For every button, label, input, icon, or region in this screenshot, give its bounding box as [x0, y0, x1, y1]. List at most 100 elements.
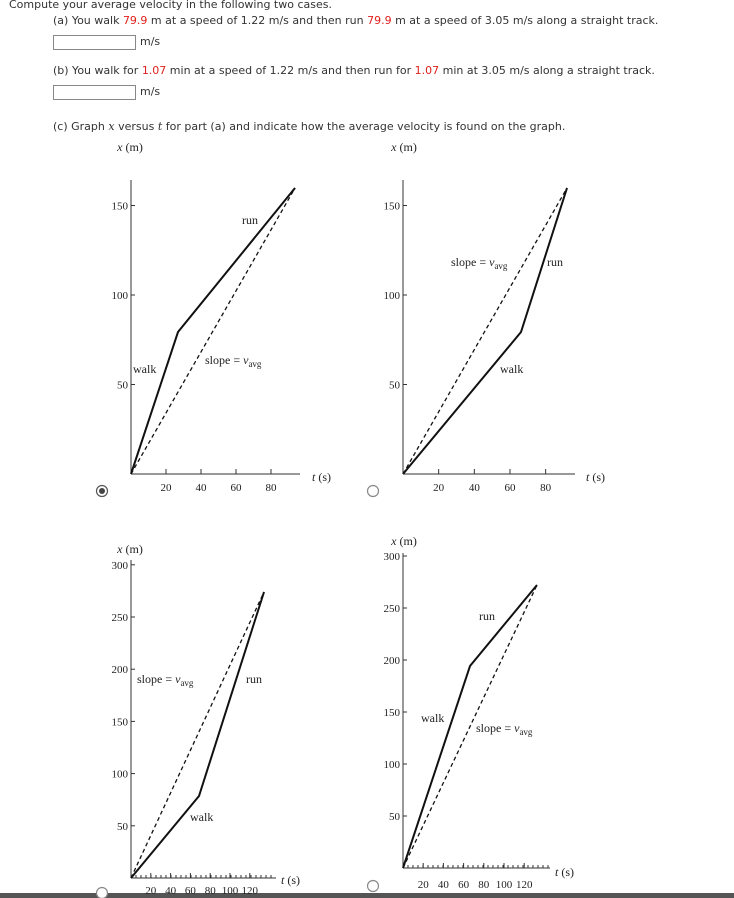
y-tick-label: 50 [117, 821, 129, 833]
slope-text: slope = [137, 672, 175, 686]
walk-label: walk [500, 362, 523, 376]
x-tick-label: 100 [222, 885, 239, 897]
question-text: (a) You walk 79.9 m at a speed of 1.22 m… [53, 14, 658, 27]
average-line [402, 187, 568, 475]
run-label: run [242, 213, 258, 227]
given-value: 1.07 [414, 64, 440, 77]
slope-var: v [514, 721, 520, 735]
axis-unit: (s) [318, 470, 331, 484]
x-axis-label: t (s) [555, 865, 574, 879]
x-tick-label: 80 [266, 482, 278, 494]
x-tick-label: 120 [242, 885, 259, 897]
y-tick-label: 150 [112, 201, 129, 213]
axis-var: x [116, 542, 123, 556]
slope-sub: avg [248, 359, 261, 369]
axis-var: t [555, 865, 559, 879]
answer-input[interactable] [53, 85, 136, 100]
text-segment: m at a speed of 3.05 m/s along a straigh… [391, 14, 659, 27]
y-tick-label: 100 [384, 759, 401, 771]
unit: m/s [140, 85, 161, 98]
radio-button[interactable] [95, 484, 109, 498]
x-tick-label: 80 [205, 885, 217, 897]
text-segment: versus [114, 120, 158, 133]
axis-unit: (m) [400, 140, 417, 154]
text-segment: t [157, 120, 163, 133]
question-text: (c) Graph x versus t for part (a) and in… [53, 120, 565, 133]
x-tick-label: 20 [161, 482, 173, 494]
axis-var: t [586, 470, 590, 484]
motion-line [402, 584, 538, 869]
graph-option: 50 100 150 20 40 60 80 x (m) t (s) walk run slope = v… [95, 140, 331, 498]
y-tick-label: 50 [117, 380, 129, 392]
y-tick-label: 50 [389, 380, 401, 392]
radio-button[interactable] [95, 886, 109, 898]
slope-var: v [243, 353, 249, 367]
unit: m/s [140, 35, 161, 48]
x-tick-label: 60 [458, 879, 470, 891]
y-axis-label: x (m) [390, 534, 417, 548]
given-value: 79.9 [122, 14, 148, 27]
bottom-bar [0, 893, 734, 898]
given-value: 1.07 [141, 64, 167, 77]
y-axis-label: x (m) [390, 140, 417, 154]
run-label: run [479, 609, 495, 623]
axis-var: t [281, 873, 285, 887]
run-label: run [246, 672, 262, 686]
y-axis-label: x (m) [116, 140, 143, 154]
text-segment: m at a speed of 1.22 m/s and then run [147, 14, 368, 27]
y-tick-label: 100 [112, 290, 129, 302]
slope-var: v [175, 672, 181, 686]
answer-input[interactable] [53, 35, 136, 50]
slope-label: slope = vavg [205, 353, 262, 369]
graph-option: 50 100 150 20 40 60 80 x (m) t (s) walk run slope = v… [366, 140, 605, 498]
average-line [130, 187, 296, 475]
x-tick-label: 80 [478, 879, 490, 891]
y-tick-label: 250 [384, 603, 401, 615]
text-segment: x [108, 120, 115, 133]
radio-outline [366, 879, 380, 893]
x-tick-label: 60 [185, 885, 197, 897]
given-value: 79.9 [367, 14, 392, 27]
text-segment: (a) You walk [53, 14, 123, 27]
radio-dot [99, 488, 105, 494]
x-axis-label: t (s) [586, 470, 605, 484]
text-segment: min at 3.05 m/s along a straight track. [439, 64, 655, 77]
slope-text: slope = [451, 255, 489, 269]
slope-sub: avg [519, 727, 532, 737]
axis-unit: (s) [287, 873, 300, 887]
x-tick-label: 20 [418, 879, 430, 891]
y-tick-label: 200 [112, 664, 129, 676]
axis-unit: (m) [126, 542, 143, 556]
x-tick-label: 40 [469, 482, 481, 494]
motion-line [130, 187, 296, 475]
y-tick-label: 200 [384, 655, 401, 667]
run-label: run [547, 255, 563, 269]
axis-unit: (m) [400, 534, 417, 548]
x-axis-label: t (s) [281, 873, 300, 887]
radio-button[interactable] [366, 879, 380, 893]
text-segment: (b) You walk for [53, 64, 142, 77]
y-tick-label: 150 [384, 707, 401, 719]
slope-label: slope = vavg [451, 255, 508, 271]
axis-unit: (m) [126, 140, 143, 154]
walk-label: walk [133, 362, 156, 376]
motion-line [402, 187, 568, 475]
y-axis-label: x (m) [116, 542, 143, 556]
x-tick-label: 40 [438, 879, 450, 891]
x-tick-label: 120 [516, 879, 533, 891]
slope-var: v [489, 255, 495, 269]
radio-outline [95, 886, 109, 898]
radio-button[interactable] [366, 484, 380, 498]
walk-label: walk [421, 711, 444, 725]
y-tick-label: 150 [384, 201, 401, 213]
axis-unit: (s) [592, 470, 605, 484]
slope-label: slope = vavg [476, 721, 533, 737]
y-tick-label: 100 [112, 769, 129, 781]
average-line [402, 584, 538, 869]
y-tick-label: 300 [112, 560, 129, 572]
text-segment: (c) Graph [53, 120, 109, 133]
